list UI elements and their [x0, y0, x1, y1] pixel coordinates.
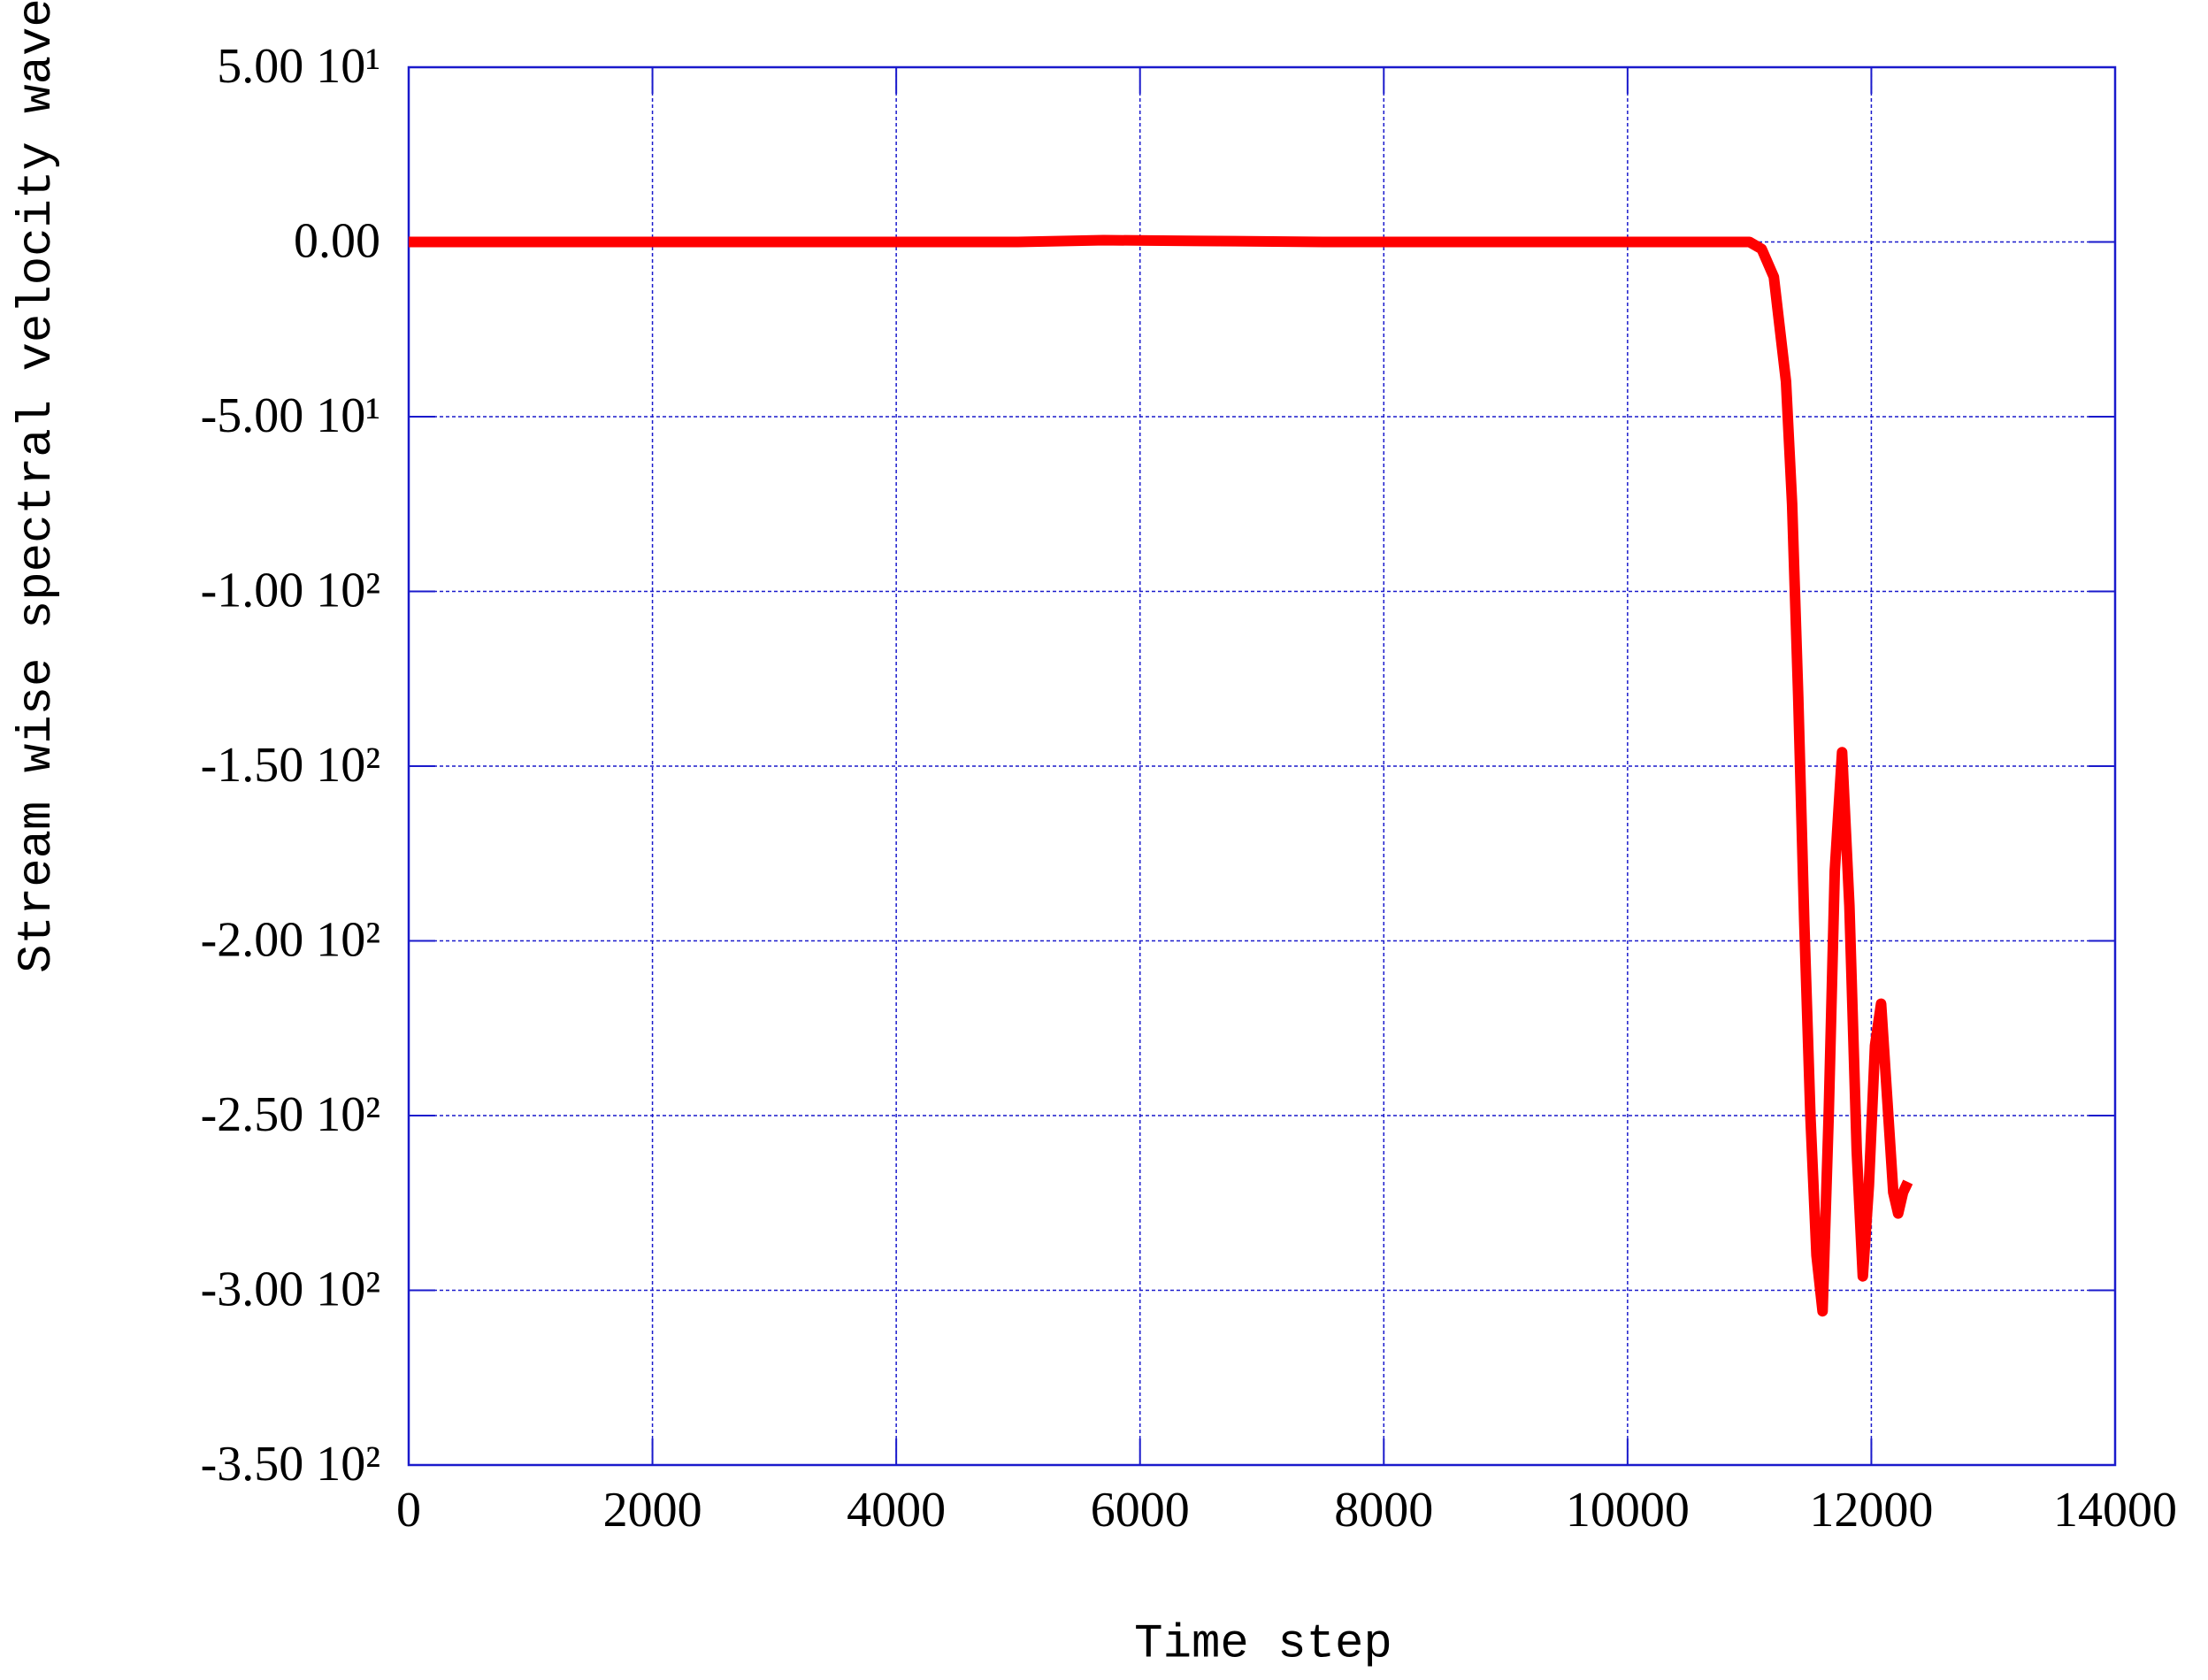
x-tick-label: 0	[396, 1483, 421, 1538]
y-tick-label: -2.00 10²	[201, 912, 380, 967]
x-axis-label: Time step	[1134, 1617, 1392, 1671]
y-tick-label: 5.00 10¹	[217, 39, 380, 94]
x-tick-label: 4000	[847, 1483, 946, 1538]
y-tick-label: -3.50 10²	[201, 1437, 380, 1492]
y-axis-label: Stream wise spectral velocity wave compo…	[11, 0, 67, 973]
y-tick-label: -5.00 10¹	[201, 388, 380, 443]
y-tick-label: -1.50 10²	[201, 738, 380, 793]
x-tick-label: 14000	[2053, 1483, 2177, 1538]
y-tick-label: -1.00 10²	[201, 563, 380, 618]
x-tick-label: 8000	[1334, 1483, 1433, 1538]
y-tick-label: 0.00	[294, 213, 380, 268]
x-tick-label: 10000	[1566, 1483, 1690, 1538]
x-tick-label: 2000	[603, 1483, 702, 1538]
y-axis-title: Stream wise spectral velocity wave compo…	[11, 0, 67, 973]
y-tick-label: -2.50 10²	[201, 1087, 380, 1142]
y-axis-label-main: Stream wise spectral velocity wave compo…	[11, 0, 65, 973]
plot-frame	[407, 65, 2117, 1467]
data-line	[409, 234, 1913, 1317]
y-tick-label: -3.00 10²	[201, 1262, 380, 1316]
x-tick-label: 12000	[1809, 1483, 1933, 1538]
x-tick-label: 6000	[1091, 1483, 1190, 1538]
